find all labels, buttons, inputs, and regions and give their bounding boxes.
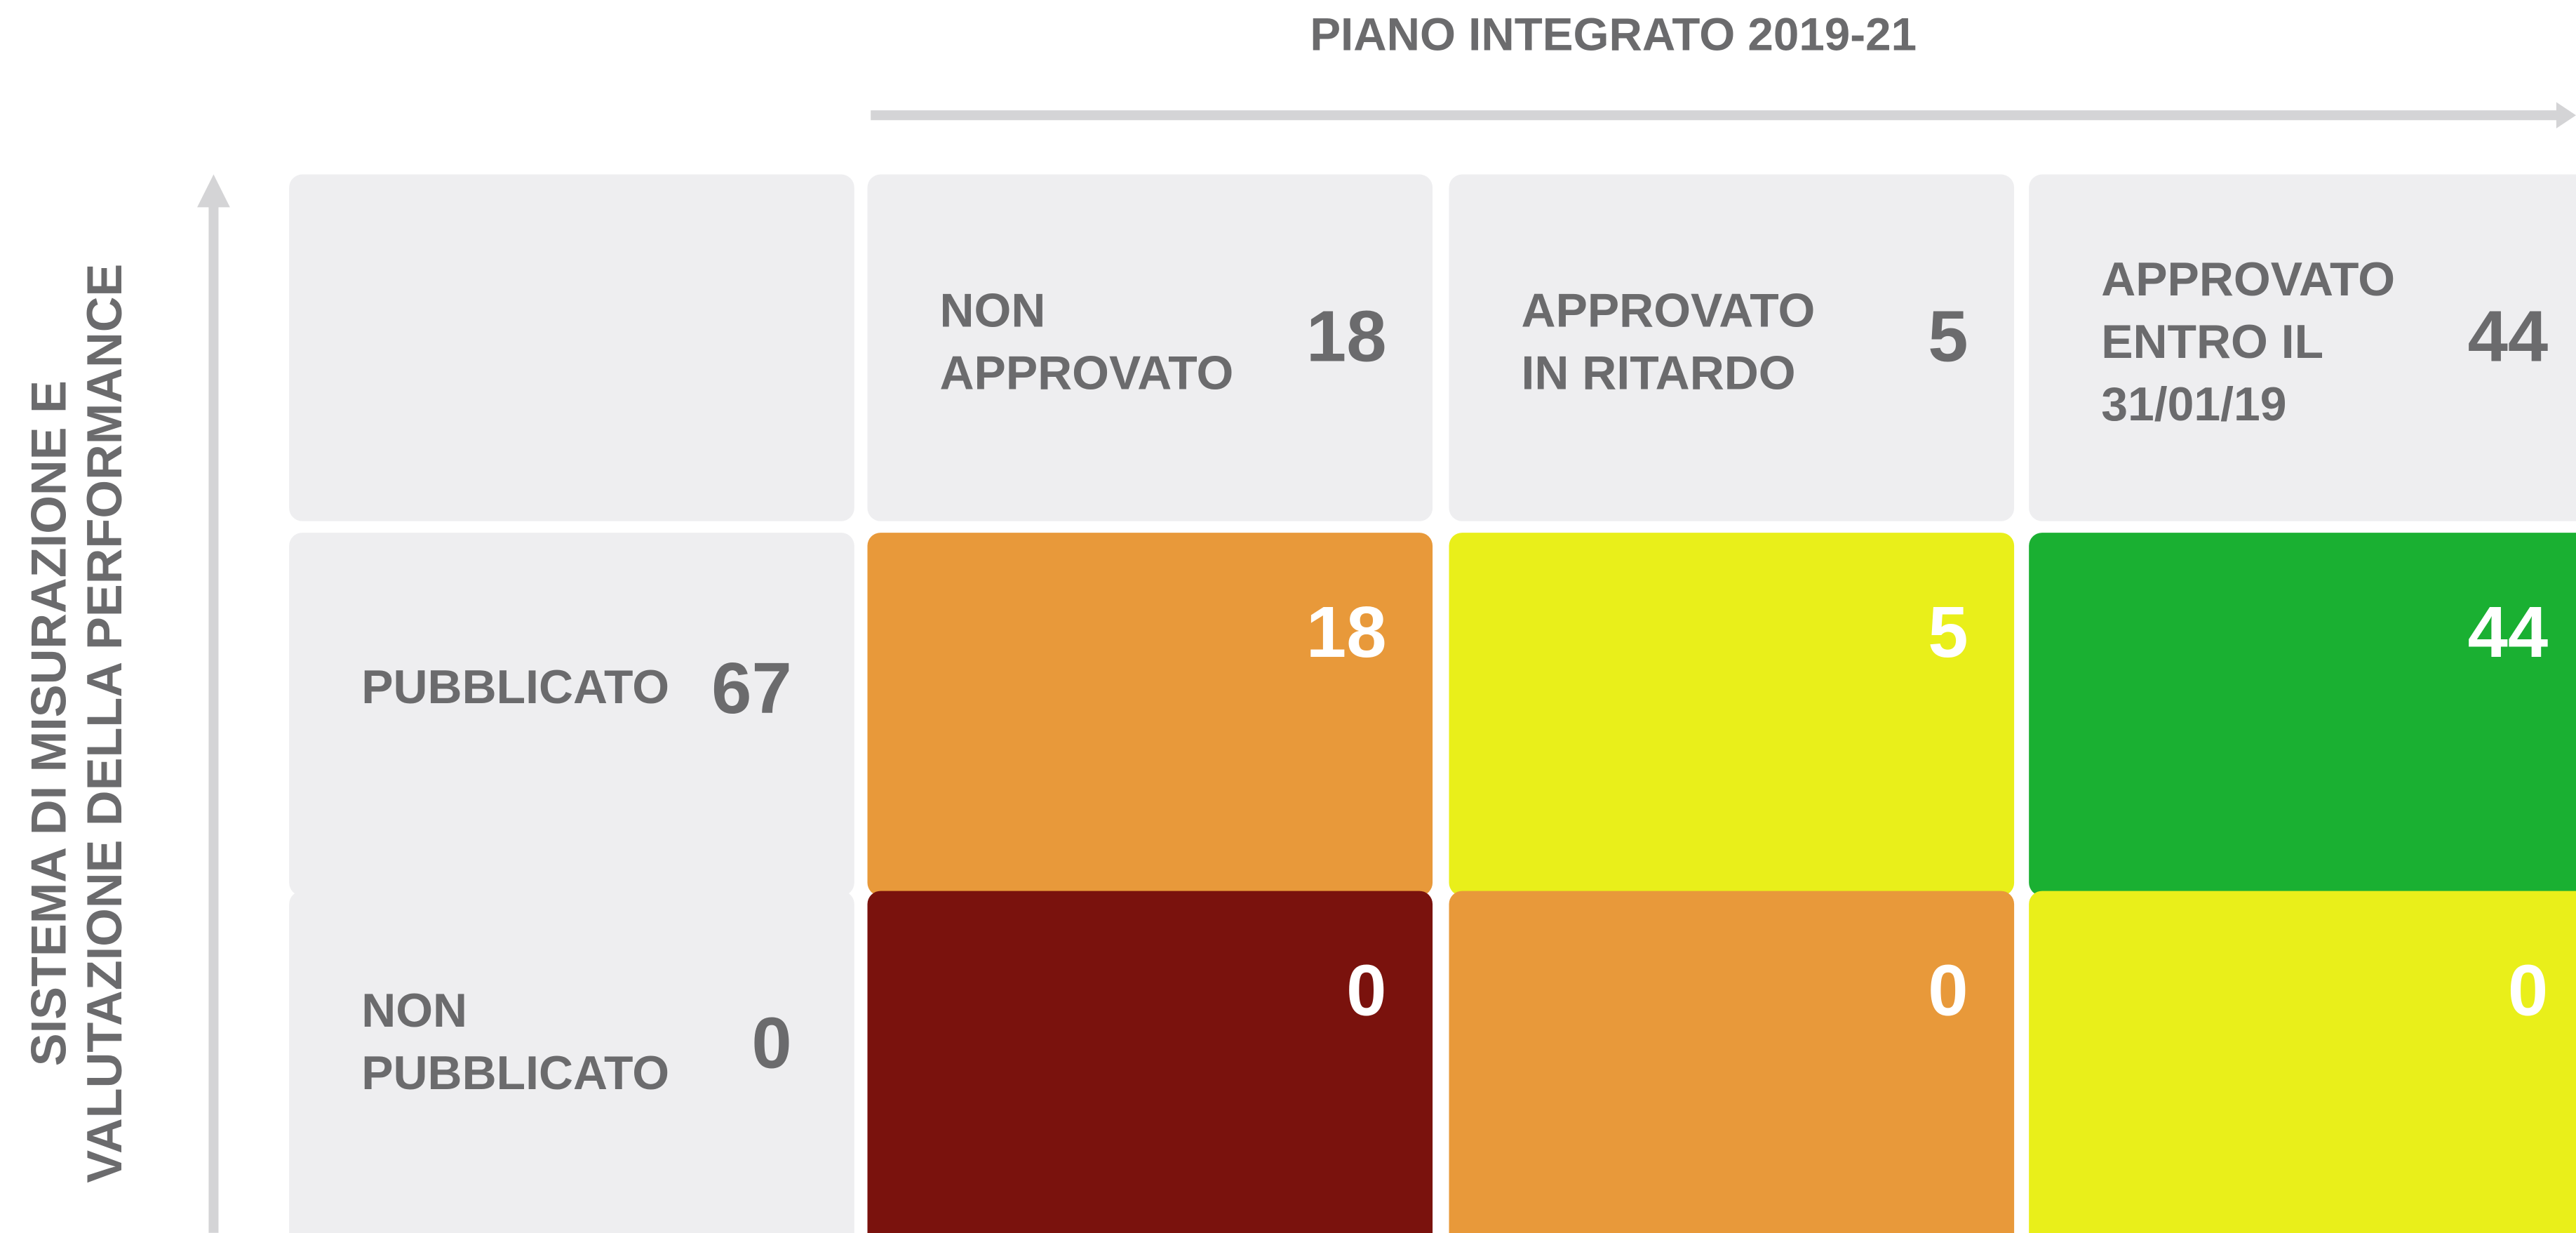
- row-header: [289, 891, 854, 1233]
- column-header: [1449, 174, 2015, 521]
- cell-value: 5: [1928, 592, 1968, 672]
- cell-value: 0: [2508, 950, 2548, 1031]
- column-label: APPROVATO: [2101, 253, 2395, 306]
- x-arrow-head: [2556, 102, 2576, 128]
- column-count: 18: [1306, 296, 1387, 377]
- row-label: PUBBLICATO: [361, 1047, 669, 1100]
- title: PIANO INTEGRATO 2019-21: [1310, 9, 1917, 60]
- row-header: [289, 533, 854, 896]
- cell-value: 0: [1928, 950, 1968, 1031]
- cell-value: 0: [1346, 950, 1386, 1031]
- row-label: NON: [361, 985, 467, 1037]
- corner-box: [289, 174, 854, 521]
- cell-value: 18: [1306, 592, 1387, 672]
- cell: [1449, 891, 2015, 1233]
- cell: [867, 891, 1433, 1233]
- column-label: APPROVATO: [1522, 285, 1816, 338]
- row-count: 67: [711, 648, 792, 728]
- cell: [2029, 533, 2576, 896]
- row-count: 0: [751, 1003, 791, 1084]
- row-label: PUBBLICATO: [361, 661, 669, 714]
- column-count: 44: [2468, 296, 2549, 377]
- cell: [2029, 891, 2576, 1233]
- column-label: 31/01/19: [2101, 378, 2286, 431]
- y-axis-label: VALUTAZIONE DELLA PERFORMANCE: [76, 264, 132, 1183]
- column-header: [2029, 174, 2576, 521]
- cell-value: 44: [2468, 592, 2549, 672]
- y-axis-label: SISTEMA DI MISURAZIONE E: [21, 380, 76, 1066]
- y-arrow-head: [197, 174, 230, 208]
- column-count: 5: [1928, 296, 1968, 377]
- column-label: IN RITARDO: [1522, 347, 1796, 400]
- cell: [1449, 533, 2015, 896]
- column-label: NON: [940, 285, 1046, 338]
- column-label: ENTRO IL: [2101, 316, 2323, 368]
- cell: [867, 533, 1433, 896]
- column-header: [867, 174, 1433, 521]
- column-label: APPROVATO: [940, 347, 1234, 400]
